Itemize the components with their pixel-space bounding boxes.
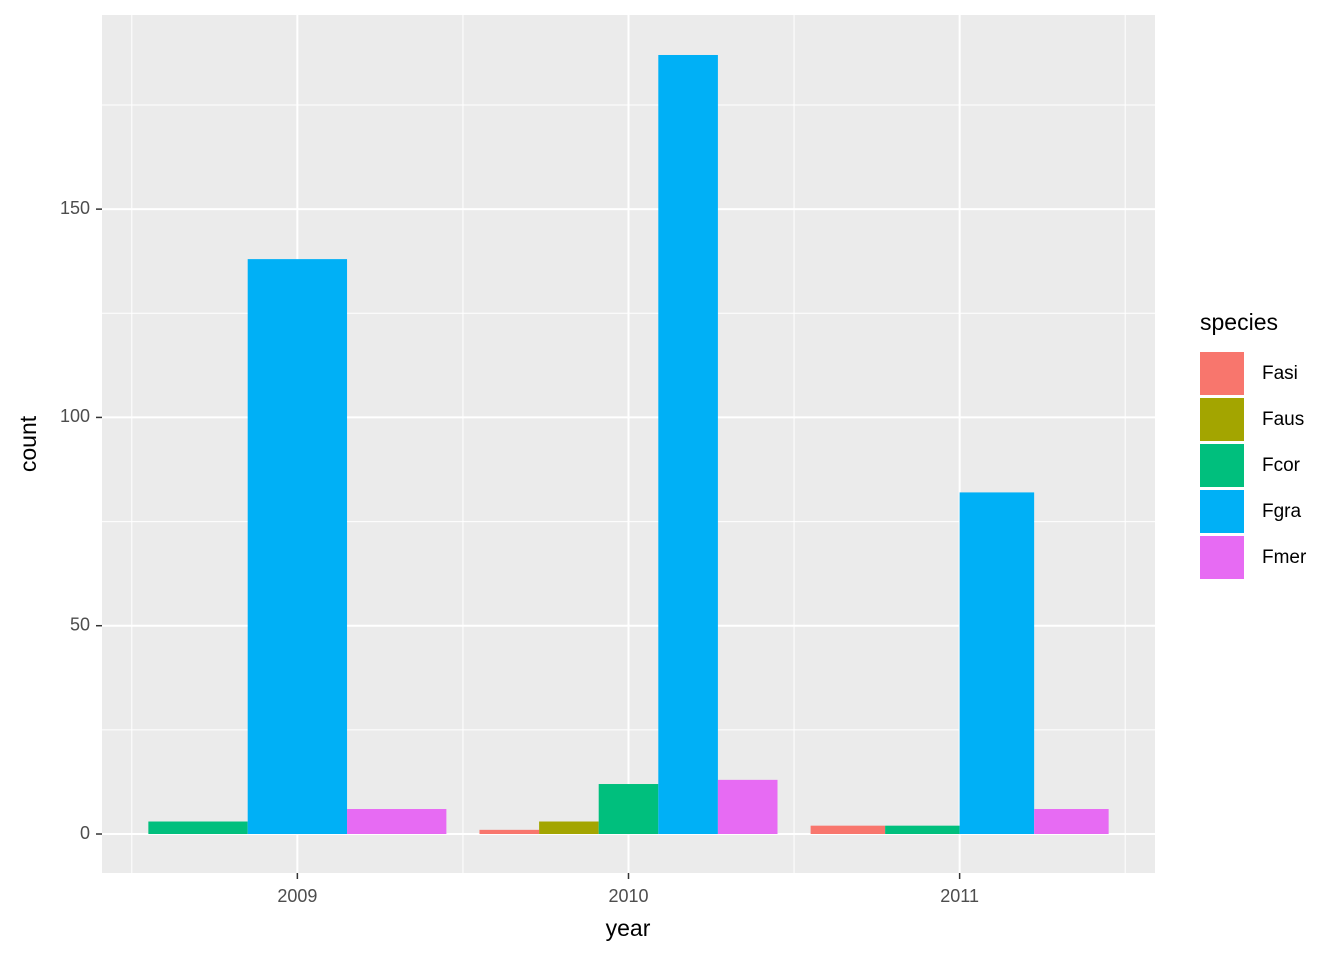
bar [885, 825, 960, 835]
bar [658, 54, 718, 835]
legend-title: species [1200, 309, 1278, 335]
y-tick-label: 100 [60, 406, 90, 426]
legend-key [1200, 398, 1244, 441]
bar [598, 784, 659, 835]
legend-key [1200, 352, 1244, 395]
x-axis-title: year [606, 915, 651, 941]
x-tick-label: 2011 [940, 886, 979, 906]
bar [810, 825, 886, 835]
y-axis-title: count [15, 415, 41, 472]
x-tick-label: 2009 [277, 886, 317, 906]
y-tick-label: 0 [80, 823, 90, 843]
legend-key [1200, 536, 1244, 579]
bar [959, 492, 1035, 835]
legend-label: Fgra [1262, 501, 1302, 522]
legend-label: Faus [1262, 409, 1304, 430]
legend-label: Fmer [1262, 547, 1307, 568]
bar [479, 829, 540, 835]
y-tick-label: 150 [60, 198, 90, 218]
bar [717, 779, 778, 835]
bar [539, 821, 599, 835]
bar [247, 259, 348, 835]
legend-key [1200, 490, 1244, 533]
y-tick-label: 50 [70, 614, 90, 634]
x-tick-label: 2010 [608, 886, 648, 906]
bar [347, 809, 447, 835]
legend-label: Fcor [1262, 455, 1301, 476]
bar [148, 821, 248, 835]
legend-label: Fasi [1262, 363, 1298, 384]
bar [1034, 809, 1109, 835]
legend-key [1200, 444, 1244, 487]
